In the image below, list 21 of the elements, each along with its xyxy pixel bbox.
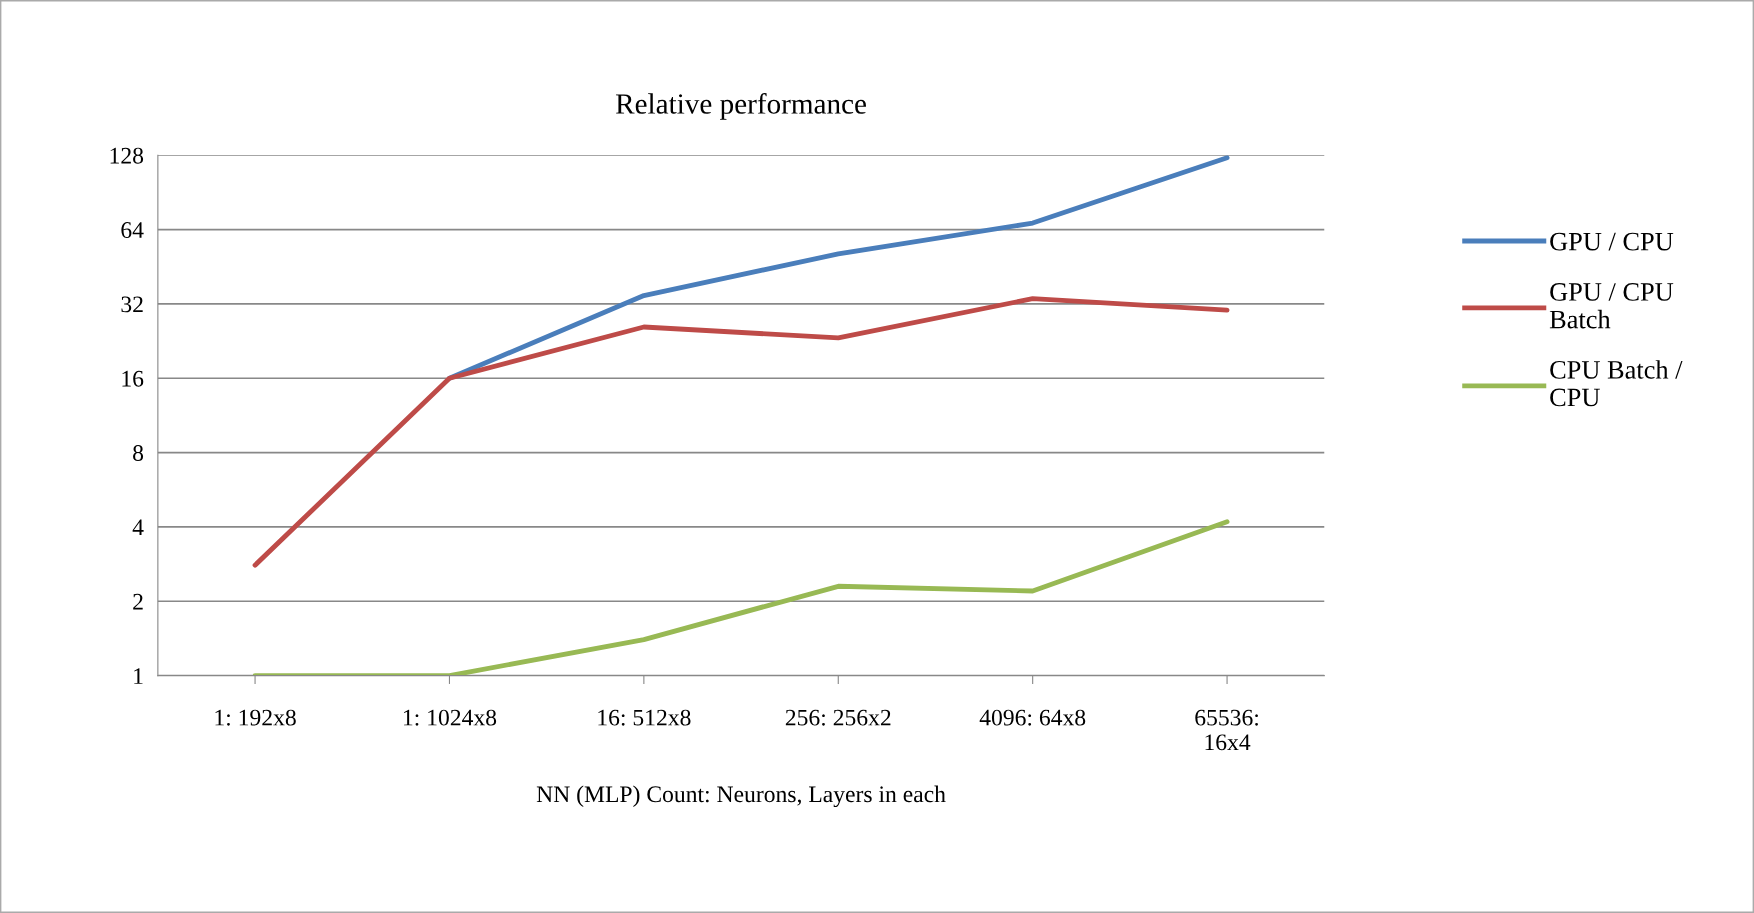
y-tick-label: 32 xyxy=(121,296,143,313)
y-tick-label: 2 xyxy=(133,593,143,610)
legend-label: GPU / CPU xyxy=(1550,232,1674,251)
line-series xyxy=(252,519,1230,676)
x-tick-label: 1: 1024x8 xyxy=(403,709,497,726)
legend-label: GPU / CPU Batch xyxy=(1549,283,1674,329)
y-tick-label: 16 xyxy=(122,370,144,387)
y-tick-label: 64 xyxy=(121,222,144,238)
y-tick-label: 4 xyxy=(132,519,144,536)
x-tick-label: 16: 512x8 xyxy=(598,709,691,726)
y-tick-label: 8 xyxy=(133,445,144,462)
line-series xyxy=(252,296,1230,568)
y-tick-label: 1 xyxy=(134,668,143,684)
x-tick-label: 65536: 16x4 xyxy=(1195,709,1258,751)
x-tick-label: 4096: 64x8 xyxy=(979,709,1086,726)
legend-label: CPU Batch / CPU xyxy=(1550,360,1683,407)
x-axis-title: NN (MLP) Count: Neurons, Layers in each xyxy=(536,785,946,808)
chart-title: Relative performance xyxy=(615,93,866,120)
y-tick-label: 128 xyxy=(110,147,144,164)
x-tick-label: 1: 192x8 xyxy=(215,709,296,726)
x-tick-label: 256: 256x2 xyxy=(785,709,891,726)
